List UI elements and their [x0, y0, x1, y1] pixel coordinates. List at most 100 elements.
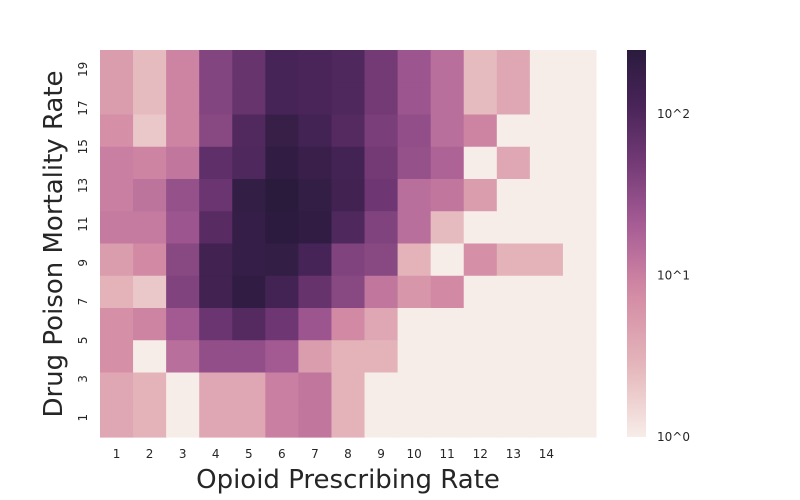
heatmap-cell	[496, 275, 531, 309]
heatmap-cell	[430, 404, 465, 438]
heatmap-cell	[133, 146, 167, 180]
heatmap-cell	[232, 243, 266, 277]
heatmap-cell	[265, 82, 299, 116]
heatmap-cell	[100, 82, 134, 116]
heatmap-cell	[100, 372, 134, 406]
heatmap-cell	[562, 340, 597, 374]
heatmap-cell	[331, 243, 366, 277]
heatmap-cell	[397, 211, 432, 245]
x-tick-label: 11	[440, 447, 455, 461]
heatmap-cell	[463, 82, 498, 116]
heatmap-cell	[265, 404, 299, 438]
heatmap-cell	[562, 114, 597, 148]
heatmap-cell	[529, 82, 564, 116]
heatmap-cell	[430, 308, 465, 341]
x-tick-label: 9	[377, 447, 385, 461]
heatmap-cell	[463, 114, 498, 148]
heatmap-cell	[331, 211, 366, 245]
heatmap-cell	[463, 50, 498, 83]
heatmap-cells	[100, 50, 597, 438]
heatmap-cell	[265, 372, 299, 406]
heatmap-cell	[133, 50, 167, 83]
heatmap-cell	[166, 50, 200, 83]
heatmap-cell	[133, 308, 167, 341]
heatmap-cell	[265, 179, 299, 212]
heatmap-cell	[496, 243, 531, 277]
heatmap-cell	[397, 114, 432, 148]
heatmap-cell	[298, 243, 333, 277]
heatmap-cell	[331, 340, 366, 374]
heatmap-cell	[166, 404, 200, 438]
heatmap-cell	[496, 179, 531, 212]
heatmap-cell	[265, 340, 299, 374]
heatmap-cell	[298, 275, 333, 309]
heatmap-cell	[562, 179, 597, 212]
heatmap-cell	[232, 50, 266, 83]
heatmap-cell	[397, 275, 432, 309]
x-tick-label: 6	[278, 447, 286, 461]
heatmap-cell	[298, 372, 333, 406]
heatmap-cell	[529, 275, 564, 309]
y-tick-label: 7	[76, 298, 90, 306]
heatmap-cell	[199, 372, 233, 406]
x-tick-label: 4	[212, 447, 220, 461]
heatmap-cell	[562, 243, 597, 277]
heatmap-cell	[364, 179, 399, 212]
heatmap-cell	[100, 340, 134, 374]
heatmap-cell	[166, 308, 200, 341]
heatmap-cell	[298, 114, 333, 148]
heatmap-cell	[529, 372, 564, 406]
heatmap-cell	[232, 404, 266, 438]
heatmap-cell	[331, 82, 366, 116]
heatmap-cell	[364, 114, 399, 148]
heatmap-cell	[166, 372, 200, 406]
heatmap-cell	[265, 275, 299, 309]
y-tick-label: 15	[76, 139, 90, 154]
heatmap-cell	[463, 243, 498, 277]
heatmap-cell	[562, 50, 597, 83]
heatmap-cell	[496, 340, 531, 374]
y-tick-label: 1	[76, 414, 90, 422]
heatmap-cell	[364, 308, 399, 341]
x-tick-label: 12	[473, 447, 488, 461]
heatmap-cell	[529, 114, 564, 148]
heatmap-cell	[232, 372, 266, 406]
heatmap-cell	[331, 308, 366, 341]
heatmap-cell	[430, 340, 465, 374]
heatmap-cell	[562, 308, 597, 341]
heatmap-cell	[133, 275, 167, 309]
y-tick-label: 9	[76, 259, 90, 267]
heatmap-cell	[430, 179, 465, 212]
heatmap-cell	[232, 82, 266, 116]
heatmap-cell	[298, 50, 333, 83]
x-tick-label: 8	[344, 447, 352, 461]
heatmap-cell	[100, 211, 134, 245]
heatmap-cell	[562, 146, 597, 180]
heatmap-cell	[430, 82, 465, 116]
x-tick-label: 2	[146, 447, 154, 461]
heatmap-cell	[232, 114, 266, 148]
heatmap-cell	[463, 146, 498, 180]
heatmap-cell	[232, 211, 266, 245]
heatmap-cell	[331, 275, 366, 309]
heatmap-cell	[166, 340, 200, 374]
heatmap-cell	[298, 404, 333, 438]
heatmap-cell	[496, 372, 531, 406]
heatmap-cell	[496, 211, 531, 245]
heatmap-cell	[562, 275, 597, 309]
heatmap-cell	[133, 114, 167, 148]
heatmap-cell	[562, 372, 597, 406]
heatmap-cell	[364, 211, 399, 245]
heatmap-cell	[166, 243, 200, 277]
heatmap-cell	[397, 404, 432, 438]
heatmap-cell	[562, 82, 597, 116]
heatmap-cell	[529, 243, 564, 277]
x-tick-label: 13	[506, 447, 521, 461]
x-tick-label: 5	[245, 447, 253, 461]
heatmap-cell	[166, 179, 200, 212]
heatmap-cell	[265, 146, 299, 180]
heatmap-cell	[166, 275, 200, 309]
heatmap-cell	[199, 340, 233, 374]
heatmap-cell	[364, 82, 399, 116]
